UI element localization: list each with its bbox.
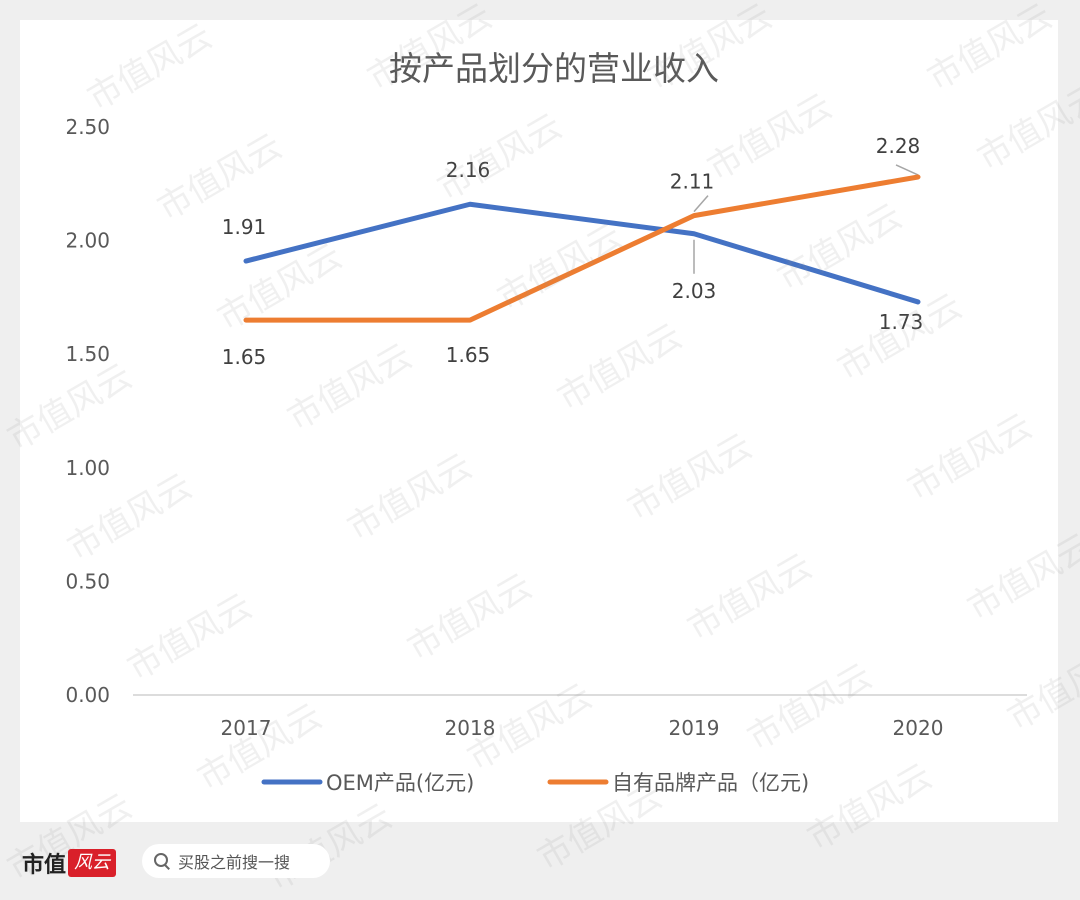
x-tick-label: 2020: [893, 716, 944, 740]
label-leader-line: [895, 164, 919, 176]
data-label: 2.03: [672, 279, 717, 303]
search-bar[interactable]: 买股之前搜一搜: [142, 844, 330, 878]
y-tick-label: 1.00: [65, 456, 110, 480]
legend-label-0: OEM产品(亿元): [326, 771, 474, 795]
data-label: 1.73: [879, 310, 924, 334]
brand-logo-badge: 风云: [68, 849, 117, 877]
search-placeholder: 买股之前搜一搜: [178, 853, 291, 872]
data-label: 2.16: [446, 158, 491, 182]
data-label: 1.91: [222, 215, 267, 239]
series-line-1: [243, 174, 921, 323]
data-label: 2.11: [670, 170, 715, 194]
footer-bar: 市值 风云 买股之前搜一搜: [0, 830, 1080, 896]
brand-logo[interactable]: 市值 风云: [22, 848, 117, 878]
y-tick-label: 2.50: [65, 115, 110, 139]
y-tick-label: 0.00: [65, 683, 110, 707]
chart-title: 按产品划分的营业收入: [389, 49, 719, 88]
line-chart: 按产品划分的营业收入 0.00 0.50 1.00 1.50 2.00 2.50 2017…: [65, 49, 1027, 795]
x-tick-label: 2019: [669, 716, 720, 740]
data-label: 1.65: [222, 345, 267, 369]
x-tick-label: 2018: [445, 716, 496, 740]
legend-label-1: 自有品牌产品（亿元): [612, 771, 809, 795]
series-line-0: [243, 201, 921, 305]
chart-card: 按产品划分的营业收入 0.00 0.50 1.00 1.50 2.00 2.50 2017…: [20, 20, 1058, 822]
search-icon: [154, 853, 170, 870]
label-leader-line: [693, 195, 709, 213]
y-tick-label: 0.50: [65, 569, 110, 593]
data-label: 1.65: [446, 343, 491, 367]
y-tick-label: 1.50: [65, 342, 110, 366]
brand-name: 市值: [22, 852, 67, 878]
x-tick-label: 2017: [221, 716, 272, 740]
data-label: 2.28: [876, 134, 921, 158]
y-tick-label: 2.00: [65, 229, 110, 253]
